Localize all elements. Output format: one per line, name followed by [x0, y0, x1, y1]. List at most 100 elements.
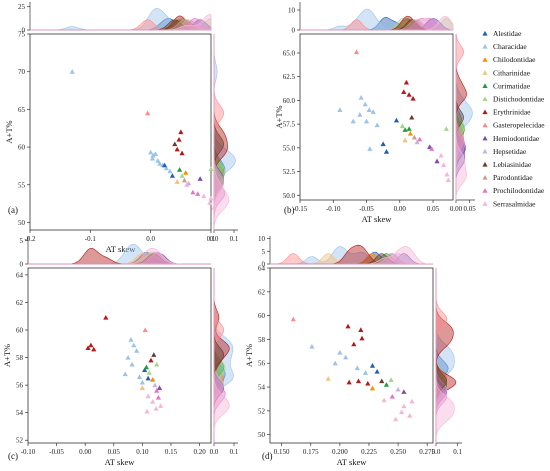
y-tick-label: 62: [258, 288, 266, 296]
top-marginal: 05: [20, 236, 211, 269]
panel-2: -0.15 -0.10 -0.05 0.00 0.0550.052.555.057.56…: [274, 2, 476, 224]
point-alestidae: [145, 375, 151, 381]
right-marginal: 0.0 0.1: [210, 268, 239, 456]
right-tick-label: 0.1: [230, 448, 239, 456]
point-serrasalmidae: [201, 193, 207, 199]
point-chilodontidae: [183, 170, 189, 175]
top-tick-label: 0: [292, 27, 296, 35]
point-citharinidae: [139, 385, 145, 390]
point-characidae: [309, 343, 315, 349]
point-erythrinidae: [346, 379, 352, 385]
point-characidae: [366, 107, 372, 112]
point-gasteropelecidae: [353, 49, 360, 55]
right-density-serrasalmidae: [213, 34, 230, 231]
y-tick-label: 65.0: [283, 49, 296, 57]
y-tick-label: 64: [16, 271, 24, 279]
x-tick-label: 0.20: [193, 448, 206, 456]
y-tick-label: 52: [258, 407, 266, 415]
point-hepsetidae: [152, 382, 158, 388]
y-tick-label: 57.5: [283, 121, 296, 129]
scatter-points: [69, 69, 217, 210]
right-tick-label: 0.00: [450, 205, 463, 213]
point-chilodontidae: [407, 131, 414, 136]
x-tick-label: -0.10: [326, 205, 341, 213]
legend: Alestidae Characidae Chilodontidae Citharin…: [482, 29, 545, 208]
point-characidae: [358, 94, 364, 100]
x-tick-label: -0.05: [359, 205, 374, 213]
point-erythrinidae: [174, 146, 180, 152]
legend-label-alestidae: Alestidae: [493, 29, 522, 38]
point-characidae: [157, 161, 163, 166]
y-tick-label: 60.0: [283, 97, 296, 105]
legend-label-serrasalmidae: Serrasalmidae: [493, 199, 536, 208]
y-tick-label: 55: [18, 181, 26, 189]
legend-label-distichodontidae: Distichodontidae: [493, 95, 545, 104]
point-characidae: [131, 342, 137, 348]
legend-label-prochilodontidae: Prochilodontidae: [493, 186, 545, 195]
point-hepsetidae: [186, 180, 192, 186]
right-tick-label: 0.1: [230, 235, 239, 243]
legend-marker-prochilodontidae: [482, 188, 488, 193]
y-tick-label: 58: [258, 336, 266, 344]
point-serrasalmidae: [153, 405, 159, 411]
legend-marker-lebiasinidae: [482, 161, 488, 167]
top-tick-label: 5: [20, 237, 24, 245]
legend-label-chilodontidae: Chilodontidae: [493, 55, 536, 64]
point-erythrinidae: [358, 327, 364, 332]
x-tick-label: 0.175: [303, 448, 319, 456]
point-characidae: [163, 165, 169, 171]
point-erythrinidae: [365, 380, 371, 386]
point-characidae: [337, 349, 343, 355]
legend-label-lebiasinidae: Lebiasinidae: [493, 160, 532, 169]
top-tick-label: 10: [288, 7, 296, 15]
point-chilodontidae: [150, 377, 156, 382]
point-hemiodontidae: [434, 158, 440, 164]
point-serrasalmidae: [158, 403, 164, 408]
x-tick-label: 0.275: [419, 448, 435, 456]
legend-marker-characidae: [482, 44, 488, 49]
legend-marker-gasteropelecidae: [482, 122, 488, 128]
top-tick-label: 0: [20, 261, 24, 269]
point-characidae: [370, 109, 376, 114]
point-lebiasinidae: [409, 114, 415, 120]
point-erythrinidae: [406, 92, 412, 97]
y-tick-label: 62.5: [283, 73, 296, 81]
point-serrasalmidae: [444, 171, 450, 177]
point-gasteropelecidae: [290, 316, 296, 322]
point-alestidae: [393, 117, 400, 123]
panel-label: (c): [8, 451, 18, 461]
point-erythrinidae: [91, 346, 97, 352]
point-gasteropelecidae: [145, 110, 151, 116]
top-marginal: 0 10: [288, 2, 454, 35]
point-serrasalmidae: [144, 408, 150, 414]
point-erythrinidae: [148, 357, 154, 363]
right-density-serrasalmidae: [455, 34, 467, 201]
legend-label-gasteropelecidae: Gasteropelecidae: [493, 121, 545, 130]
panel-label: (b): [284, 205, 295, 215]
point-citharinidae: [174, 179, 180, 184]
main-axes-frame: [29, 33, 212, 231]
x-axis-label: AT skew: [106, 244, 137, 254]
legend-marker-chilodontidae: [482, 57, 488, 62]
point-curimatidae: [406, 126, 412, 131]
point-distichodontidae: [179, 173, 185, 178]
x-tick-label: 0.00: [79, 448, 92, 456]
point-characidae: [357, 112, 363, 117]
point-citharinidae: [325, 376, 331, 381]
right-marginal: 0.0 0.1: [432, 268, 463, 456]
point-erythrinidae: [351, 341, 357, 347]
legend-marker-hepsetidae: [482, 148, 488, 154]
point-characidae: [362, 101, 368, 107]
point-characidae: [374, 122, 380, 128]
top-tick-label: 25: [18, 3, 26, 11]
right-tick-label: 0.0: [432, 448, 441, 456]
point-serrasalmidae: [438, 152, 444, 158]
point-alestidae: [169, 173, 175, 178]
top-tick-label: 10: [258, 235, 266, 243]
y-tick-label: 70: [18, 68, 26, 76]
top-density-serrasalmidae: [30, 14, 212, 31]
y-tick-label: 65: [18, 106, 26, 114]
legend-marker-parodontidae: [482, 175, 488, 180]
point-parodontidae: [411, 134, 418, 140]
panel-3: -0.10 -0.05 0.00 0.05 0.10 0.15 0.205254565860…: [2, 236, 239, 467]
